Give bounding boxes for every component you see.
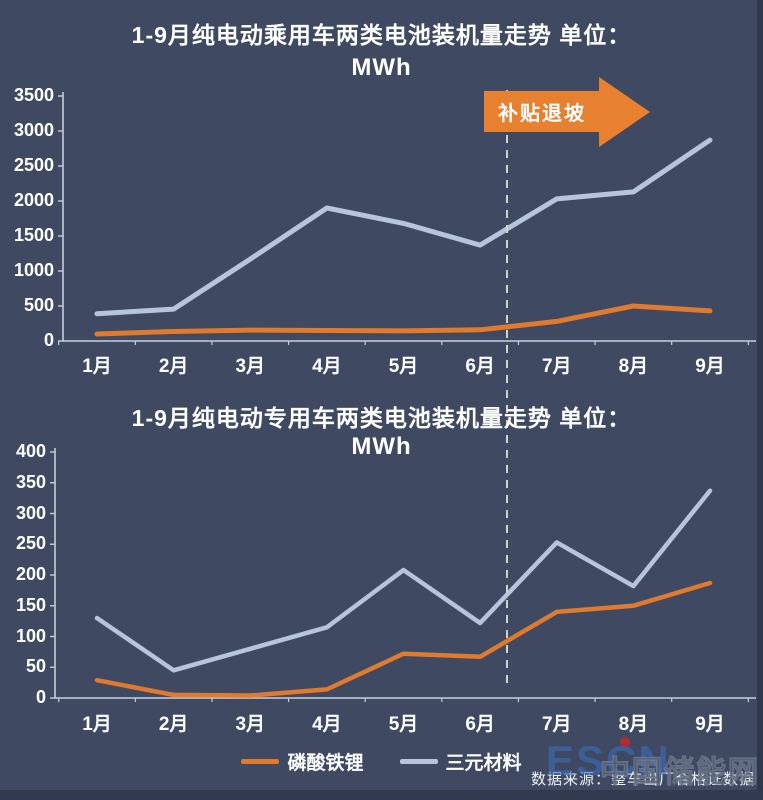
chart2-y-axis-label: 300	[15, 502, 46, 523]
chart1-y-axis-label: 1500	[13, 225, 54, 245]
legend-item-ternary: 三元材料	[399, 748, 522, 775]
chart1-y-axis-label: 3500	[13, 85, 54, 105]
chart2-x-axis-label: 1月	[82, 714, 112, 735]
chart1-x-axis-label: 1月	[82, 356, 112, 377]
subsidy-phaseout-callout: 补贴退坡	[484, 91, 600, 132]
ternary-line-swatch-icon	[399, 759, 438, 764]
chart1-title-line2: MWh	[351, 54, 412, 81]
legend-item-lfp: 磷酸铁锂	[241, 748, 364, 775]
chart2-x-axis-label: 9月	[695, 714, 725, 735]
chart1-x-axis-label: 2月	[158, 356, 189, 377]
chart1-y-axis-label: 2000	[13, 190, 54, 210]
chart2-y-axis-label: 100	[15, 625, 46, 646]
legend-label-lfp: 磷酸铁锂	[287, 753, 364, 774]
chart1-axis	[62, 92, 756, 342]
chart2-y-axis-label: 250	[15, 533, 46, 554]
chart1-x-axis-label: 8月	[618, 356, 649, 377]
chart1-y-axis-label: 1000	[13, 260, 54, 280]
chart1-y-axis-label: 0	[43, 330, 54, 350]
chart2-title-line1: 1-9月纯电动专用车两类电池装机量走势 单位：	[131, 405, 632, 431]
chart1-x-axis-label: 4月	[312, 356, 342, 377]
chart2-lfp-line	[94, 580, 713, 698]
chart1-title-line1: 1-9月纯电动乘用车两类电池装机量走势 单位：	[131, 22, 632, 48]
chart2-title-line2: MWh	[351, 433, 412, 460]
right-arrow-icon	[599, 77, 650, 147]
right-edge-band	[757, 0, 763, 800]
chart2-y-axis-label: 0	[35, 687, 46, 707]
chart2-ternary-line	[94, 488, 713, 673]
chart1-x-axis-label: 7月	[541, 356, 572, 377]
chart2-x-axis-label: 5月	[388, 714, 419, 735]
chart1-x-axis-label: 5月	[388, 356, 419, 377]
legend: 磷酸铁锂 三元材料	[0, 748, 763, 775]
chart2-y-axis-label: 400	[15, 441, 46, 461]
chart2-x-axis-label: 2月	[158, 714, 189, 735]
bottom-edge-band	[0, 790, 763, 800]
chart1-lfp-line	[94, 303, 713, 337]
subsidy-phaseout-label: 补贴退坡	[498, 103, 586, 125]
chart2-y-axis-label: 200	[15, 564, 46, 584]
chart2-y-axis-label: 50	[25, 656, 46, 677]
chart1-x-axis-label: 9月	[695, 356, 725, 377]
chart1-x-axis-label: 6月	[465, 356, 495, 377]
chart2-x-axis-label: 6月	[465, 714, 495, 735]
chart1-y-axis-label: 500	[23, 295, 54, 315]
data-source-note: 数据来源：整车出厂合格证数据	[530, 771, 755, 788]
chart1-ternary-line	[94, 137, 713, 317]
lfp-line-swatch-icon	[241, 759, 280, 764]
chart1-x-axis-label: 3月	[235, 356, 266, 377]
chart2-x-axis-label: 3月	[235, 714, 266, 735]
chart1-y-axis-label: 3000	[13, 120, 54, 140]
chart2-x-axis-label: 8月	[618, 714, 649, 735]
chart2-x-axis-label: 7月	[541, 714, 572, 735]
chart2-y-axis-label: 350	[15, 471, 46, 492]
chart2-y-axis-label: 150	[15, 594, 46, 615]
chart1-y-axis-label: 2500	[13, 155, 54, 175]
legend-label-ternary: 三元材料	[445, 753, 522, 774]
chart2-x-axis-label: 4月	[312, 714, 342, 735]
